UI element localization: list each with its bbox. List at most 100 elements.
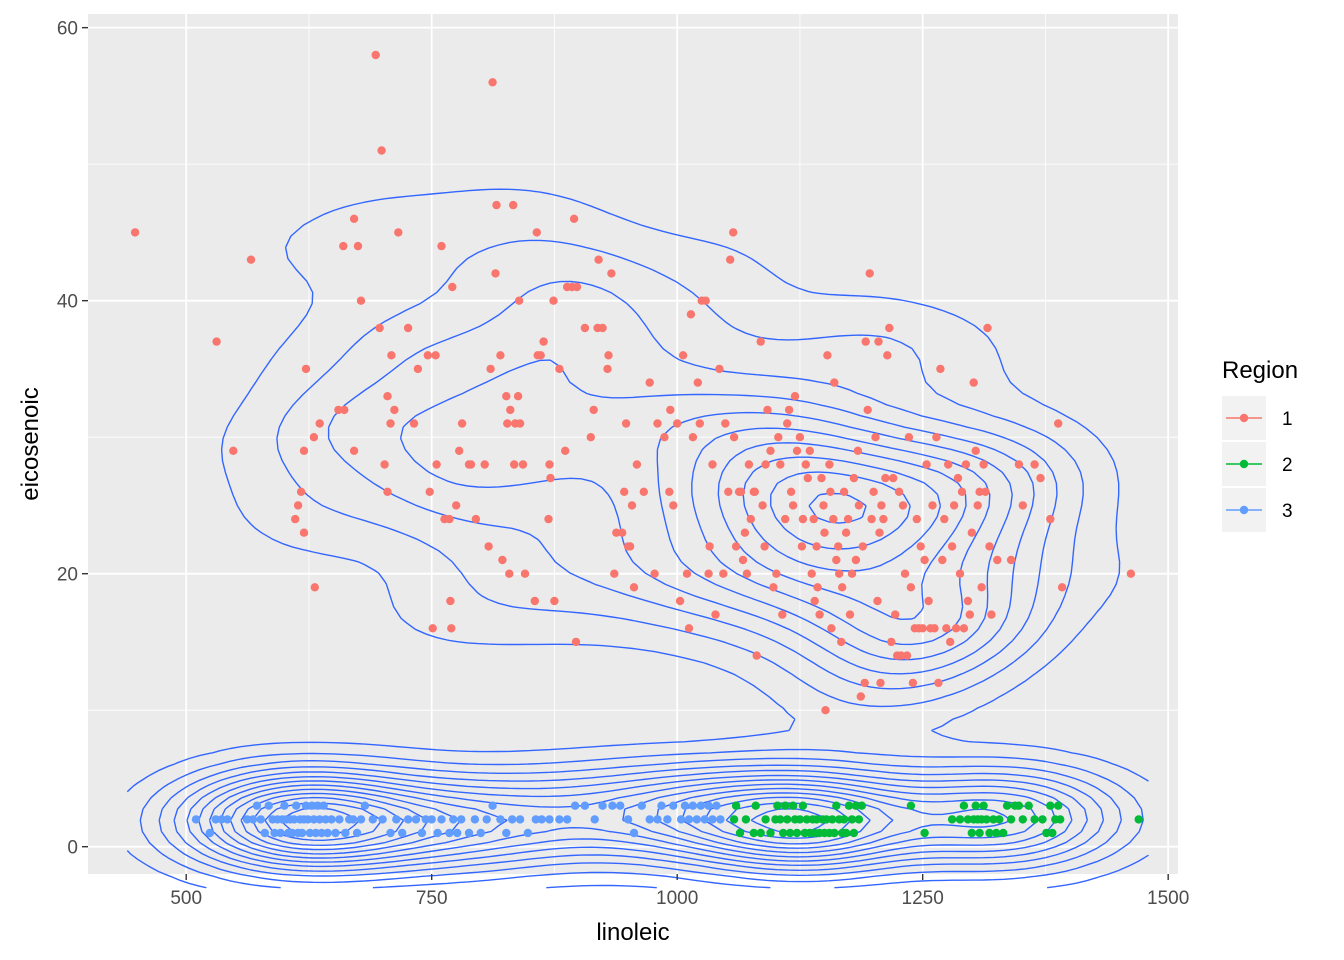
data-point-region-2 [788,801,798,810]
data-point-region-2 [1056,815,1065,824]
data-point-region-3 [319,801,328,810]
data-point-region-1 [729,433,739,442]
data-point-region-1 [820,528,829,537]
data-point-region-1 [675,596,685,606]
data-point-region-1 [486,364,495,374]
data-point-region-2 [995,815,1004,824]
data-point-region-1 [885,323,894,333]
data-point-region-2 [851,801,861,810]
data-point-region-3 [692,815,701,824]
data-point-region-3 [508,815,517,824]
x-tick-label: 1250 [902,888,944,909]
data-point-region-1 [839,487,849,496]
data-point-region-1 [761,460,770,469]
data-point-region-3 [580,801,590,810]
data-point-region-1 [835,569,844,578]
data-point-region-1 [928,501,937,510]
data-point-region-2 [781,801,790,810]
legend-label: 1 [1282,409,1293,430]
data-point-region-3 [378,815,387,824]
data-point-region-1 [756,337,765,346]
data-point-region-2 [1134,815,1143,824]
data-point-region-1 [466,460,476,469]
data-point-region-1 [993,555,1002,565]
data-point-region-1 [530,596,539,606]
data-point-region-1 [686,310,696,319]
data-point-region-1 [856,692,865,701]
data-point-region-2 [783,815,792,824]
data-point-region-3 [704,801,713,810]
data-point-region-2 [967,828,976,838]
data-point-region-2 [841,828,851,838]
data-point-region-2 [1046,801,1055,810]
x-tick-label: 750 [416,888,448,909]
data-point-region-3 [360,801,370,810]
data-point-region-1 [632,460,642,469]
density-contour-line [208,442,1057,863]
data-point-region-1 [580,323,590,333]
data-point-region-1 [1030,460,1039,469]
data-point-region-3 [260,828,269,838]
data-point-region-1 [1126,569,1136,578]
data-point-region-3 [211,815,220,824]
data-point-region-2 [1054,801,1063,810]
data-point-region-3 [696,801,705,810]
data-point-region-3 [205,828,214,838]
density-contour-line [139,239,1144,889]
data-point-region-1 [788,501,798,510]
data-point-region-3 [327,815,336,824]
data-point-region-1 [340,405,349,415]
data-point-region-3 [323,828,332,838]
data-point-region-1 [498,555,507,565]
data-point-region-1 [532,228,541,237]
data-point-region-1 [783,419,792,428]
data-point-region-1 [666,405,675,415]
data-point-region-3 [403,815,413,824]
data-point-region-2 [785,828,795,838]
data-point-region-1 [455,446,464,455]
data-point-region-1 [491,269,500,278]
data-point-region-1 [942,624,951,633]
data-point-region-1 [805,446,814,455]
y-tick-label: 40 [57,292,78,313]
data-point-region-1 [437,241,446,251]
data-point-region-1 [518,460,528,469]
data-point-region-1 [881,473,890,483]
data-point-region-1 [936,364,945,374]
data-point-region-2 [795,815,805,824]
y-axis-title: eicosenoic [17,387,44,500]
data-point-region-1 [863,405,872,415]
data-point-region-1 [827,624,836,633]
data-point-region-1 [944,460,953,469]
data-point-region-1 [889,473,898,483]
data-point-region-1 [981,487,990,496]
data-point-region-1 [969,378,978,387]
data-point-region-1 [819,501,828,510]
data-point-region-1 [742,569,752,578]
data-point-region-1 [869,487,878,496]
data-point-region-2 [971,801,980,810]
data-point-region-1 [513,392,523,401]
data-point-region-1 [695,419,704,428]
x-tick-label: 500 [170,888,202,909]
data-point-region-1 [904,433,914,442]
data-point-region-1 [845,610,855,619]
data-point-region-1 [299,446,309,455]
data-point-region-2 [729,815,739,824]
data-point-region-2 [963,815,973,824]
data-point-region-3 [688,801,698,810]
data-point-region-1 [865,269,874,278]
data-point-region-1 [977,583,986,592]
data-point-region-1 [536,351,545,360]
data-point-region-1 [506,405,515,415]
data-point-region-1 [843,514,853,524]
data-point-region-2 [847,815,857,824]
data-point-region-1 [781,514,790,524]
data-point-region-1 [879,514,888,524]
data-point-region-3 [669,801,678,810]
legend: Region 1 2 3 [1222,357,1298,532]
data-point-region-1 [724,487,733,496]
data-point-region-3 [437,815,446,824]
data-point-region-1 [854,501,864,510]
